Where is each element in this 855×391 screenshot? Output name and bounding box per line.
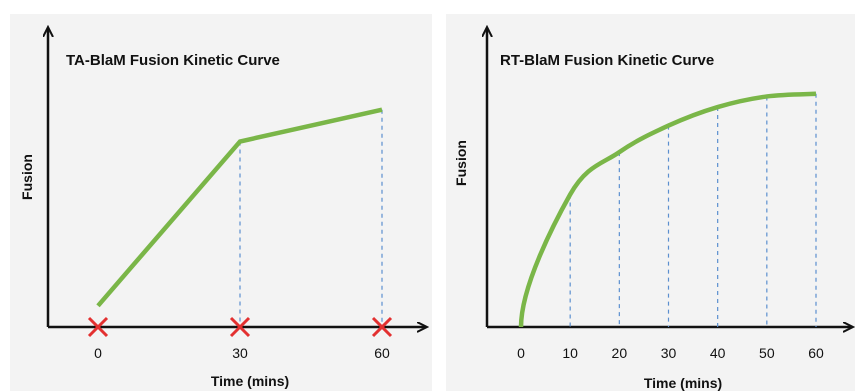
x-tick-label: 60: [374, 345, 390, 361]
x-tick-label: 10: [562, 345, 578, 361]
x-tick-label: 20: [612, 345, 628, 361]
right-chart-title: RT-BlaM Fusion Kinetic Curve: [500, 52, 714, 69]
right-chart: RT-BlaM Fusion Kinetic Curve Fusion Time…: [453, 28, 852, 391]
left-chart-title: TA-BlaM Fusion Kinetic Curve: [66, 52, 280, 69]
right-x-axis-label: Time (mins): [644, 375, 722, 391]
x-tick-label: 0: [94, 345, 102, 361]
sample-point-marker: [371, 316, 393, 338]
left-chart: TA-BlaM Fusion Kinetic Curve Fusion Time…: [19, 28, 426, 389]
series-line: [96, 107, 383, 308]
left-y-axis-label: Fusion: [19, 154, 35, 200]
sample-point-marker: [87, 316, 109, 338]
x-tick-label: 50: [759, 345, 775, 361]
left-x-axis-label: Time (mins): [211, 373, 289, 389]
right-y-axis-label: Fusion: [453, 140, 469, 186]
x-tick-label: 0: [517, 345, 525, 361]
x-tick-label: 40: [710, 345, 726, 361]
sample-point-marker: [229, 316, 251, 338]
series-line: [518, 91, 817, 328]
x-tick-label: 60: [808, 345, 824, 361]
x-tick-label: 30: [661, 345, 677, 361]
x-tick-label: 30: [232, 345, 248, 361]
